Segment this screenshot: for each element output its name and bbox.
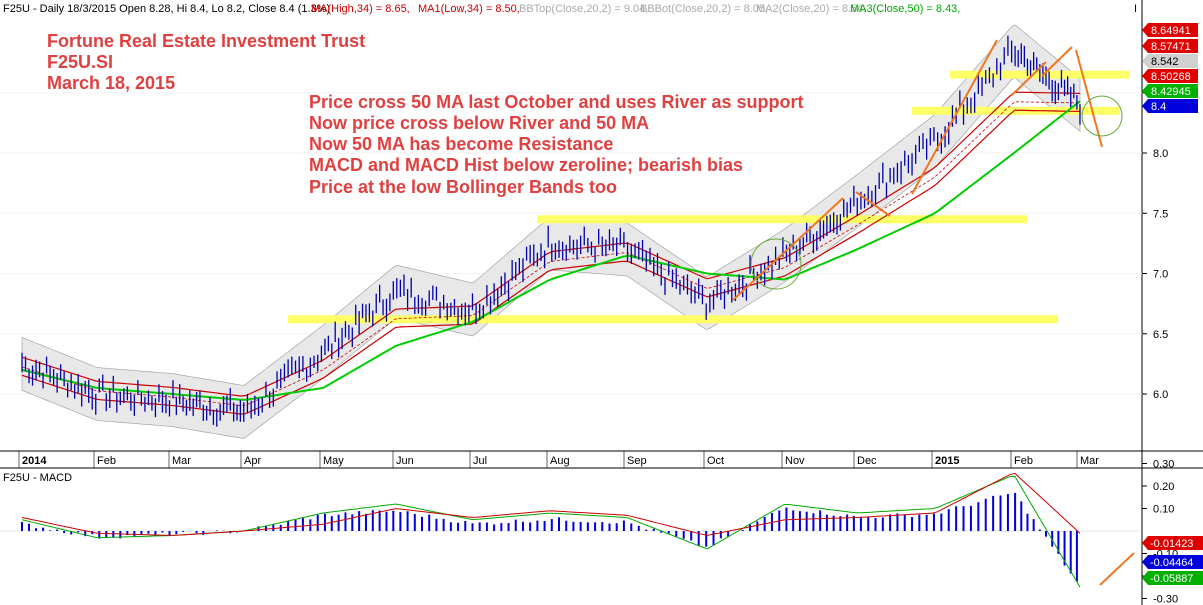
macd-ytick-label-2: 0.10 — [1153, 504, 1174, 516]
macd-label: F25U - MACD — [3, 472, 72, 484]
trend-arrow-5 — [1075, 49, 1103, 148]
xtick-label-6: Jul — [473, 455, 487, 467]
trend-arrow-4 — [1041, 46, 1073, 77]
price-tag-label-3: 8.50268 — [1151, 71, 1191, 83]
support-line-1 — [537, 215, 1027, 224]
xtick-label-14: Mar — [1080, 455, 1099, 467]
ma-low-34-line — [21, 109, 1081, 415]
price-tag-bg-2 — [1142, 54, 1198, 68]
price-tag-bg-1 — [1142, 39, 1198, 53]
price-tag-label-1: 8.57471 — [1151, 41, 1191, 53]
price-tag-bg-0 — [1142, 23, 1198, 37]
xtick-label-8: Sep — [627, 455, 647, 467]
macd-tag-label-0: -0.01423 — [1150, 538, 1193, 550]
price-ytick-label-0: 6.0 — [1153, 389, 1168, 401]
support-line-2 — [912, 106, 1120, 115]
note-3: Now 50 MA has become Resistance — [309, 134, 613, 154]
xtick-label-5: Jun — [396, 455, 414, 467]
xtick-label-1: Feb — [97, 455, 116, 467]
trend-arrow-3 — [1011, 61, 1047, 96]
macd-tag-label-1: -0.04464 — [1150, 557, 1193, 569]
macd-tag-label-2: -0.05887 — [1150, 573, 1193, 585]
support-line-0 — [288, 315, 1058, 324]
header-symbol: F25U - Daily 18/3/2015 Open 8.28, Hi 8.4… — [3, 3, 330, 15]
header-ma-low: MA1(Low,34) = 8.50, — [418, 3, 520, 15]
xtick-label-13: Feb — [1014, 455, 1033, 467]
price-tag-label-4: 8.42945 — [1151, 86, 1191, 98]
macd-signal-line — [21, 472, 1081, 536]
header-bbbot: BBBot(Close,20,2) = 8.05, — [640, 3, 768, 15]
cross-circle-oct — [750, 238, 802, 290]
xtick-label-0: 2014 — [22, 455, 47, 467]
xtick-label-12: 2015 — [935, 455, 959, 467]
title-line-1: Fortune Real Estate Investment Trust — [47, 31, 365, 51]
header-ma2: MA2(Close,20) = 8.54, — [756, 3, 866, 15]
xtick-label-9: Oct — [707, 455, 724, 467]
price-ytick-label-1: 6.5 — [1153, 329, 1168, 341]
bollinger-band-area — [21, 24, 1081, 439]
macd-ytick-label-1: 0.20 — [1153, 481, 1174, 493]
header-trail: I — [1134, 3, 1137, 15]
xtick-label-4: May — [323, 455, 344, 467]
note-2: Now price cross below River and 50 MA — [309, 113, 649, 133]
macd-ytick-label-5: -0.30 — [1153, 594, 1178, 605]
macd-line — [21, 475, 1081, 588]
price-ytick-label-2: 7.0 — [1153, 269, 1168, 281]
xtick-label-2: Mar — [172, 455, 191, 467]
xtick-label-11: Dec — [857, 455, 877, 467]
price-ytick-label-4: 8.0 — [1153, 148, 1168, 160]
header-bbtop: BBTop(Close,20,2) = 9.04, — [519, 3, 648, 15]
note-1: Price cross 50 MA last October and uses … — [309, 92, 804, 112]
title-line-2: F25U.SI — [47, 52, 113, 72]
xtick-label-10: Nov — [785, 455, 805, 467]
macd-tag-bg-0 — [1142, 536, 1203, 550]
ma2-close-20-line — [21, 101, 1081, 407]
note-5: Price at the low Bollinger Bands too — [309, 177, 617, 197]
macd-tag-bg-1 — [1142, 555, 1203, 569]
price-ytick-label-3: 7.5 — [1153, 208, 1168, 220]
note-4: MACD and MACD Hist below zeroline; beari… — [309, 155, 743, 175]
title-line-3: March 18, 2015 — [47, 73, 175, 93]
trend-arrow-2 — [911, 39, 998, 195]
xtick-label-3: Apr — [244, 455, 261, 467]
xtick-label-7: Aug — [550, 455, 570, 467]
price-tag-label-5: 8.4 — [1151, 101, 1166, 113]
macd-ytick-label-0: 0.30 — [1153, 459, 1174, 471]
header-ma3: MA3(Close,50) = 8.43, — [850, 3, 960, 15]
price-tag-bg-3 — [1142, 69, 1198, 83]
ma-high-34-line — [21, 91, 1081, 397]
price-tag-bg-4 — [1142, 84, 1198, 98]
trend-arrow-0 — [732, 197, 844, 301]
price-tag-label-0: 8.64941 — [1151, 25, 1191, 37]
price-tag-label-2: 8.542 — [1151, 56, 1179, 68]
macd-tag-bg-2 — [1142, 571, 1203, 585]
macd-arrow — [1099, 552, 1135, 586]
header-ma-high: MA(High,34) = 8.65, — [311, 3, 410, 15]
trend-arrow-1 — [855, 191, 891, 217]
cross-circle-mar — [1081, 95, 1123, 137]
price-tag-bg-5 — [1142, 99, 1198, 113]
